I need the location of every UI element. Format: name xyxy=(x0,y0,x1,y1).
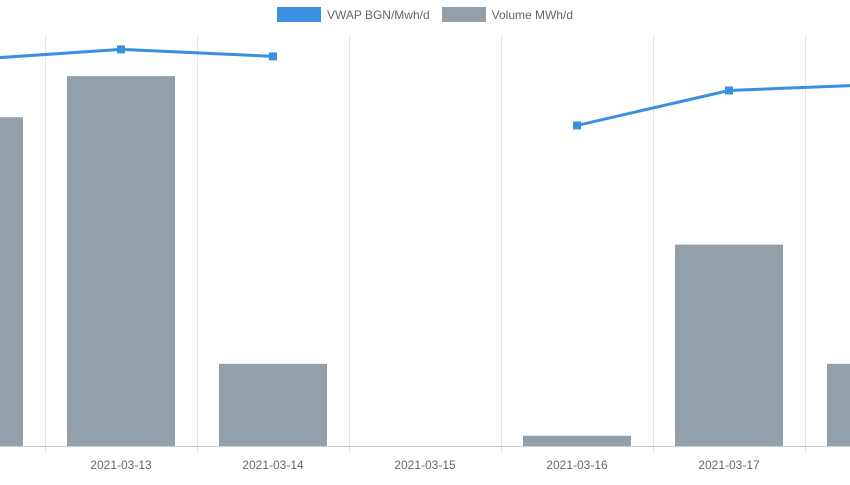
bar-volume xyxy=(0,117,23,446)
x-tick-label: 2021-03-15 xyxy=(394,458,456,472)
bar-volume xyxy=(675,245,783,446)
bar-volume xyxy=(67,76,175,446)
vwap-line-segment xyxy=(0,49,273,59)
bar-volume xyxy=(219,364,327,446)
vwap-point xyxy=(269,52,277,60)
bar-volume xyxy=(523,436,631,446)
x-tick-label: 2021-03-13 xyxy=(90,458,152,472)
x-tick-labels: 2021-03-122021-03-132021-03-142021-03-15… xyxy=(0,458,850,472)
x-tick-label: 2021-03-16 xyxy=(546,458,608,472)
vwap-point xyxy=(573,121,581,129)
legend-label-vwap: VWAP BGN/Mwh/d xyxy=(327,8,430,22)
bar-volume xyxy=(827,364,850,446)
legend-swatch-volume xyxy=(442,7,486,22)
legend-label-volume: Volume MWh/d xyxy=(492,8,573,22)
vwap-point xyxy=(725,86,733,94)
vwap-point xyxy=(117,45,125,53)
bar-series-volume xyxy=(0,76,850,446)
legend-swatch-vwap xyxy=(277,7,321,22)
x-tick-label: 2021-03-17 xyxy=(698,458,760,472)
legend-item-vwap[interactable]: VWAP BGN/Mwh/d xyxy=(277,7,430,22)
legend: VWAP BGN/Mwh/d Volume MWh/d xyxy=(0,7,850,22)
vwap-line-segment xyxy=(577,84,850,125)
legend-item-volume[interactable]: Volume MWh/d xyxy=(442,7,573,22)
x-tick-label: 2021-03-14 xyxy=(242,458,304,472)
